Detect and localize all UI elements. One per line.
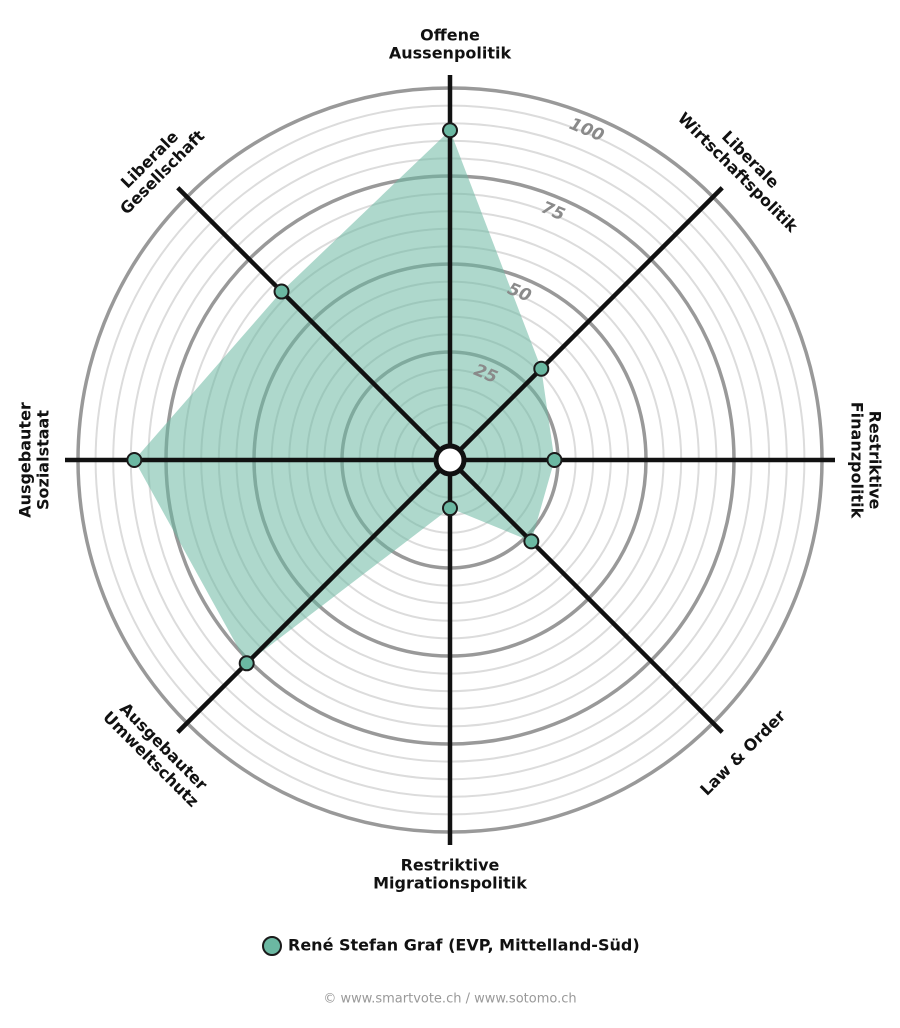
- plot: 255075100OffeneAussenpolitikLiberaleWirt…: [16, 26, 885, 893]
- data-point: [546, 452, 563, 468]
- data-point: [126, 452, 143, 468]
- tick-label: 75: [538, 198, 568, 226]
- data-point: [273, 283, 290, 300]
- legend-marker: [262, 936, 282, 956]
- data-point: [442, 122, 458, 139]
- axis-label-line: Ausgebauter: [16, 402, 35, 518]
- axis-label: Ausgebauter Sozialstaat: [16, 402, 53, 518]
- data-point: [442, 500, 458, 517]
- center-hub: [433, 443, 467, 477]
- data-point: [533, 360, 550, 377]
- axis-label-line: Finanzpolitik: [848, 402, 867, 519]
- legend-label: René Stefan Graf (EVP, Mittelland-Süd): [288, 936, 640, 955]
- axis-label-line: Restriktive: [866, 411, 885, 510]
- axis-label-line: Sozialstaat: [34, 410, 53, 510]
- axis-label-line: Restriktive: [401, 856, 500, 875]
- axis-spoke: [176, 458, 452, 734]
- axis-label-line: Migrationspolitik: [373, 874, 527, 893]
- axis-label-line: Aussenpolitik: [389, 44, 512, 63]
- footer: © www.smartvote.ch / www.sotomo.ch: [323, 992, 576, 1007]
- axis-spoke: [176, 186, 452, 462]
- axis-label-line: Offene: [420, 26, 480, 45]
- axis-spoke: [448, 186, 724, 462]
- data-point: [238, 655, 255, 672]
- data-point: [523, 533, 540, 550]
- axis-spoke: [448, 458, 724, 734]
